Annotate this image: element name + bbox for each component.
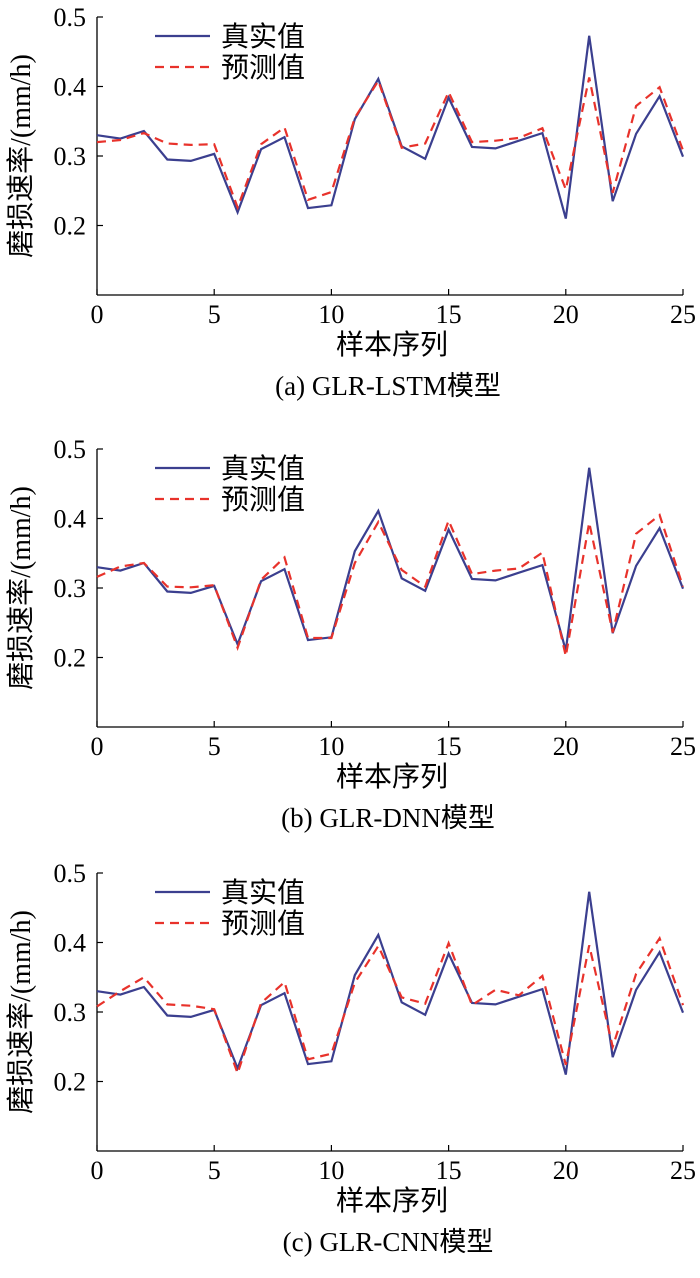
x-tick-label: 0 [91,300,104,329]
y-axis-title: 磨损速率/(mm/h) [5,486,37,690]
y-axis-title: 磨损速率/(mm/h) [5,54,37,258]
y-tick-label: 0.4 [54,505,87,534]
y-axis-title: 磨损速率/(mm/h) [5,910,37,1114]
x-axis-title: 样本序列 [336,329,448,361]
y-tick-label: 0.5 [54,3,87,32]
x-tick-label: 10 [318,300,344,329]
legend-label-predicted: 预测值 [221,908,305,940]
y-tick-label: 0.3 [54,998,87,1027]
series-line-actual [96,35,685,219]
chart-panel-2: 0 5 10 15 20 25 0.2 0.3 0.4 0.5 样本序列 磨损速率/(mm/h) (b)… [5,435,696,833]
x-tick-label: 0 [91,1156,104,1185]
x-tick-label: 25 [670,732,696,761]
x-tick-label: 5 [208,1156,221,1185]
x-axis-title: 样本序列 [336,1185,448,1217]
legend-label-actual: 真实值 [221,21,305,53]
series-line-actual [96,467,685,651]
x-tick-label: 20 [553,300,579,329]
legend-label-predicted: 预测值 [221,52,305,84]
panel-caption: (c) GLR-CNN模型 [283,1227,494,1257]
series-line-predicted [96,935,685,1077]
y-tick-label: 0.3 [54,574,87,603]
x-tick-label: 5 [208,300,221,329]
panel-caption: (a) GLR-LSTM模型 [275,371,501,401]
y-tick-label: 0.5 [54,435,87,464]
chart-panel-1: 0 5 10 15 20 25 0.2 0.3 0.4 0.5 样本序列 磨损速率/(mm/h) (a)… [5,3,696,401]
chart-panel-3: 0 5 10 15 20 25 0.2 0.3 0.4 0.5 样本序列 磨损速率/(mm/h) (c)… [5,859,696,1257]
x-tick-label: 20 [553,732,579,761]
series-line-predicted [96,77,685,211]
legend-label-predicted: 预测值 [221,484,305,516]
x-tick-label: 0 [91,732,104,761]
x-tick-label: 25 [670,300,696,329]
y-tick-label: 0.4 [54,73,87,102]
series-line-predicted [96,513,685,657]
x-tick-label: 10 [318,732,344,761]
series-line-actual [96,891,685,1075]
y-tick-label: 0.3 [54,142,87,171]
panel-caption: (b) GLR-DNN模型 [281,803,495,833]
x-tick-label: 10 [318,1156,344,1185]
legend-label-actual: 真实值 [221,453,305,485]
legend-label-actual: 真实值 [221,877,305,909]
y-tick-label: 0.2 [54,1068,87,1097]
x-tick-label: 20 [553,1156,579,1185]
x-tick-label: 15 [436,732,462,761]
x-tick-label: 15 [436,300,462,329]
y-tick-label: 0.5 [54,859,87,888]
x-axis-title: 样本序列 [336,761,448,793]
y-tick-label: 0.2 [54,212,87,241]
x-tick-label: 25 [670,1156,696,1185]
x-tick-label: 15 [436,1156,462,1185]
y-tick-label: 0.2 [54,644,87,673]
y-tick-label: 0.4 [54,929,87,958]
x-tick-label: 5 [208,732,221,761]
